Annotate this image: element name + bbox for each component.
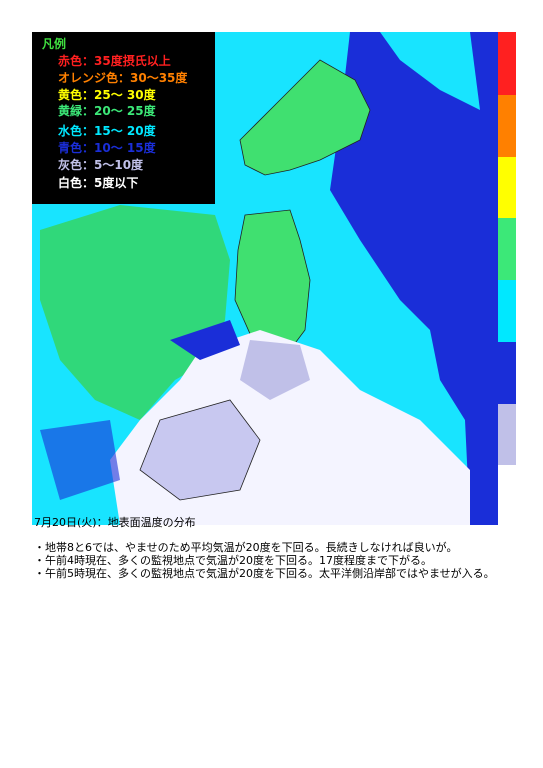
warm-sea <box>40 205 230 420</box>
satellite-map <box>32 32 516 525</box>
hokkaido-land <box>239 59 371 176</box>
sea-cyan-north <box>380 32 480 110</box>
cool-land <box>240 340 310 400</box>
cold-patch <box>40 420 120 500</box>
legend-title: 凡例 <box>42 37 67 51</box>
legend-item: 黄色：25～ 30度 <box>58 88 156 102</box>
legend-item: 青色：10～ 15度 <box>58 141 156 155</box>
scale-yellow <box>498 157 516 218</box>
caption-line: ・午前4時現在、多くの監視地点で気温が20度を下回る。17度程度まで下がる。 <box>34 554 432 567</box>
caption-title: 7月20日(火)：地表面温度の分布 <box>34 516 196 529</box>
caption: 7月20日(火)：地表面温度の分布 ・地帯8と6では、やませのため平均気温が20… <box>34 516 502 580</box>
caption-line: ・地帯8と6では、やませのため平均気温が20度を下回る。長続きしなければ良いが。 <box>34 541 458 554</box>
legend: 凡例 赤色：35度摂氏以上オレンジ色：30～35度 黄色：25～ 30度 黄緑：20… <box>32 32 215 204</box>
caption-line: ・午前5時現在、多くの監視地点で気温が20度を下回る。太平洋側沿岸部ではやませが… <box>34 567 495 580</box>
scale-blue <box>498 342 516 404</box>
scale-green <box>498 218 516 280</box>
legend-item: オレンジ色：30～35度 <box>58 71 188 85</box>
tohoku-land <box>234 209 311 351</box>
legend-item: 黄緑：20～ 25度 <box>58 104 156 118</box>
scale-gray <box>498 404 516 465</box>
honshu-land <box>139 399 261 501</box>
legend-item: 赤色：35度摂氏以上 <box>58 54 171 68</box>
legend-item: 灰色：5～10度 <box>58 158 144 172</box>
cold-sea <box>330 32 498 525</box>
legend-item: 白色：5度以下 <box>58 176 139 190</box>
scale-red <box>498 32 516 95</box>
scale-cyan <box>498 280 516 342</box>
scale-orange <box>498 95 516 157</box>
legend-item: 水色：15～ 20度 <box>58 124 156 138</box>
cold-patch <box>170 320 240 360</box>
